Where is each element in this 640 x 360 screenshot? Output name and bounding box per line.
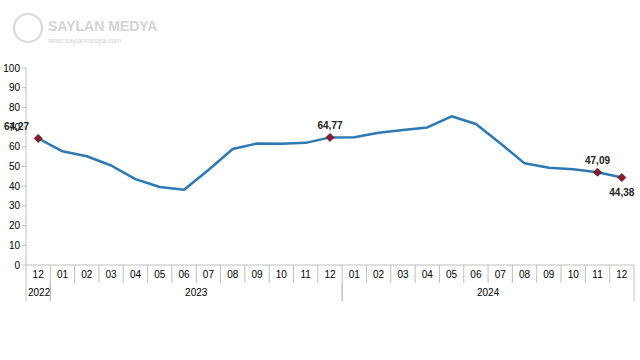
y-tick [22, 186, 26, 187]
x-tick-label: 06 [179, 269, 191, 280]
group-separator [342, 283, 343, 301]
x-group-label: 2023 [185, 287, 208, 298]
x-tick-label: 02 [81, 269, 93, 280]
x-group-label: 2022 [28, 287, 51, 298]
data-label: 64,27 [4, 121, 29, 132]
x-tick [147, 265, 148, 283]
x-tick-label: 05 [154, 269, 166, 280]
x-tick-label: 10 [568, 269, 580, 280]
y-tick [22, 245, 26, 246]
x-tick [50, 265, 51, 283]
y-tick [22, 107, 26, 108]
x-tick [366, 265, 367, 283]
watermark-logo [14, 14, 42, 42]
x-tick [512, 265, 513, 283]
x-tick [317, 265, 318, 283]
x-tick-label: 01 [349, 269, 361, 280]
y-tick-label: 30 [9, 200, 21, 211]
x-tick-label: 12 [616, 269, 628, 280]
x-tick-label: 04 [422, 269, 434, 280]
x-tick [634, 265, 635, 283]
x-tick [390, 265, 391, 283]
y-tick-label: 40 [9, 181, 21, 192]
x-tick [123, 265, 124, 283]
y-tick [22, 166, 26, 167]
data-marker [326, 133, 334, 141]
x-tick [220, 265, 221, 283]
chart: SAYLAN MEDYAwww.saylanmedya.com010203040… [0, 0, 640, 360]
x-tick [171, 265, 172, 283]
x-tick-label: 08 [227, 269, 239, 280]
data-label: 47,09 [585, 155, 610, 166]
x-tick [415, 265, 416, 283]
x-tick [585, 265, 586, 283]
x-tick-label: 01 [57, 269, 69, 280]
x-tick [293, 265, 294, 283]
group-separator [26, 283, 27, 301]
data-label: 44,38 [609, 187, 634, 198]
x-tick [439, 265, 440, 283]
x-tick [342, 265, 343, 283]
watermark-url: www.saylanmedya.com [47, 37, 121, 45]
watermark-title: SAYLAN MEDYA [48, 18, 157, 34]
y-tick-label: 90 [9, 82, 21, 93]
x-tick-label: 10 [276, 269, 288, 280]
data-labels: 64,27 64,77 47,09 44,38 [4, 120, 635, 197]
y-tick [22, 205, 26, 206]
x-tick [74, 265, 75, 283]
x-tick-label: 07 [495, 269, 507, 280]
x-tick-label: 03 [106, 269, 118, 280]
data-marker [594, 168, 602, 176]
x-tick [561, 265, 562, 283]
x-tick-label: 03 [397, 269, 409, 280]
group-separator [634, 283, 635, 301]
x-tick [26, 265, 27, 283]
y-tick-label: 20 [9, 220, 21, 231]
x-tick-label: 05 [446, 269, 458, 280]
x-tick [196, 265, 197, 283]
data-marker [618, 174, 626, 182]
x-axis-line [26, 265, 634, 266]
x-tick-label: 02 [373, 269, 385, 280]
y-tick [22, 265, 26, 266]
x-axis: 12 01 02 03 04 05 06 07 08 09 10 11 12 01 02 03 04 05 06 07… [26, 265, 634, 301]
x-tick [98, 265, 99, 283]
y-tick [22, 146, 26, 147]
x-tick-label: 04 [130, 269, 142, 280]
y-tick [22, 68, 26, 69]
x-tick [269, 265, 270, 283]
x-tick [609, 265, 610, 283]
watermark: SAYLAN MEDYA www.saylanmedya.com [14, 14, 157, 45]
group-separator [50, 283, 51, 301]
x-tick-label: 07 [203, 269, 215, 280]
data-marker [34, 134, 42, 142]
y-tick-label: 10 [9, 240, 21, 251]
x-tick-label: 12 [33, 269, 45, 280]
x-tick-label: 08 [519, 269, 531, 280]
x-tick-label: 09 [543, 269, 555, 280]
y-axis: 0102030405060708090100 [3, 63, 26, 271]
group-separator [50, 283, 51, 301]
x-tick-label: 11 [592, 269, 603, 280]
x-tick [536, 265, 537, 283]
plot-area [38, 116, 622, 189]
x-tick-label: 11 [300, 269, 311, 280]
x-tick [488, 265, 489, 283]
data-line [38, 116, 622, 189]
x-tick-label: 06 [470, 269, 482, 280]
x-group-label: 2024 [477, 287, 500, 298]
y-tick-label: 60 [9, 141, 21, 152]
data-label: 64,77 [317, 120, 342, 131]
y-tick-label: 80 [9, 102, 21, 113]
y-tick [22, 87, 26, 88]
x-tick-label: 12 [324, 269, 336, 280]
group-separator [342, 283, 343, 301]
x-tick-label: 09 [251, 269, 263, 280]
x-tick [463, 265, 464, 283]
x-tick [244, 265, 245, 283]
y-tick-label: 100 [3, 63, 20, 74]
y-tick-label: 0 [14, 260, 20, 271]
y-tick [22, 225, 26, 226]
y-tick-label: 50 [9, 161, 21, 172]
